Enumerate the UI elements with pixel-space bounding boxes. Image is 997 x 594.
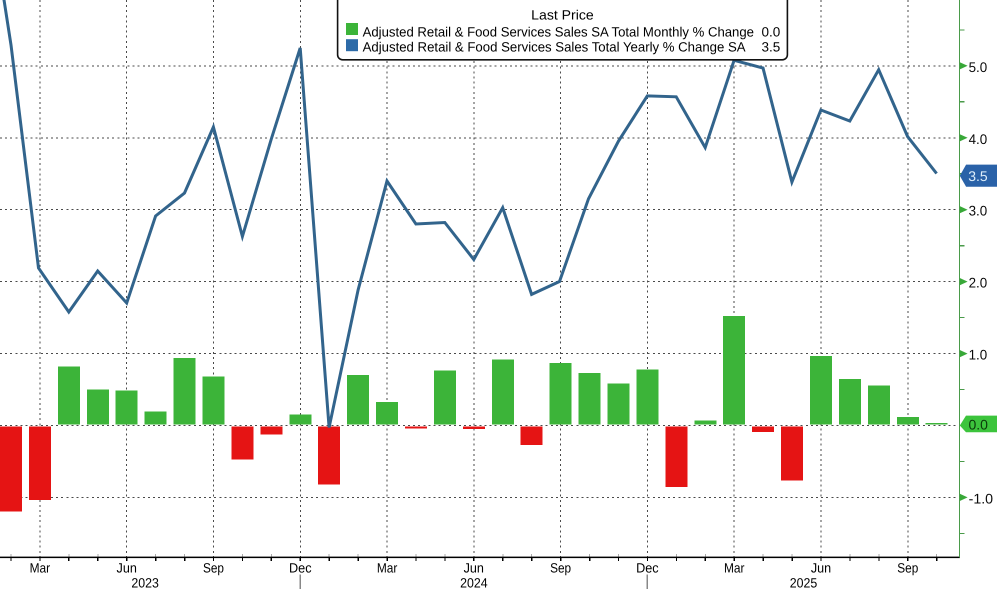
svg-text:Adjusted Retail & Food Service: Adjusted Retail & Food Services Sales SA… [363, 24, 754, 39]
svg-text:2025: 2025 [790, 576, 818, 590]
svg-text:Adjusted Retail & Food Service: Adjusted Retail & Food Services Sales To… [363, 39, 746, 54]
svg-text:0.0: 0.0 [969, 417, 989, 433]
svg-text:Sep: Sep [550, 561, 571, 576]
svg-text:Dec: Dec [636, 561, 659, 576]
svg-text:2.0: 2.0 [969, 275, 988, 291]
svg-text:1.0: 1.0 [969, 347, 988, 363]
svg-text:2023: 2023 [131, 576, 159, 590]
svg-text:Jun: Jun [464, 561, 484, 576]
svg-text:5.0: 5.0 [969, 59, 988, 75]
svg-text:Sep: Sep [897, 561, 918, 576]
svg-text:2024: 2024 [460, 576, 488, 590]
svg-text:3.0: 3.0 [969, 203, 988, 219]
svg-text:Jun: Jun [117, 561, 137, 576]
svg-text:Last Price: Last Price [531, 7, 594, 22]
svg-text:Mar: Mar [30, 561, 51, 576]
svg-text:3.5: 3.5 [968, 168, 988, 184]
svg-text:Mar: Mar [377, 561, 398, 576]
svg-text:Sep: Sep [203, 561, 224, 576]
svg-text:3.5: 3.5 [762, 39, 781, 54]
svg-text:Jun: Jun [811, 561, 831, 576]
svg-text:Mar: Mar [724, 561, 745, 576]
svg-text:4.0: 4.0 [969, 131, 988, 147]
svg-text:Dec: Dec [289, 561, 312, 576]
svg-text:0.0: 0.0 [762, 24, 781, 39]
svg-text:-1.0: -1.0 [969, 490, 994, 506]
